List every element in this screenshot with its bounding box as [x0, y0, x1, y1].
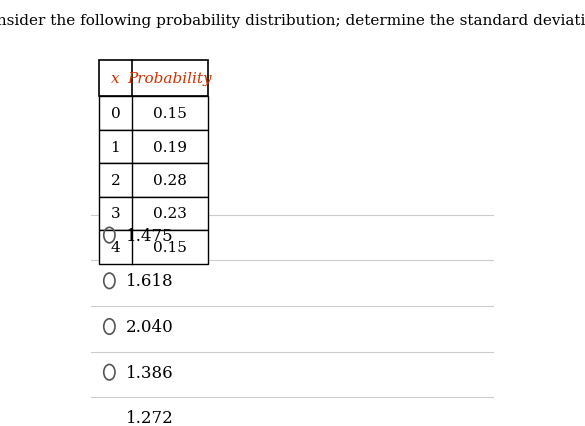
Text: 0.23: 0.23 [153, 207, 187, 221]
Text: Consider the following probability distribution; determine the standard deviatio: Consider the following probability distr… [0, 14, 585, 28]
Bar [99, 230, 208, 264]
Bar [99, 60, 208, 97]
Text: Probability: Probability [128, 72, 212, 86]
Bar [99, 197, 208, 230]
Text: 4: 4 [111, 240, 121, 254]
Text: 1.386: 1.386 [125, 364, 173, 381]
Text: 3: 3 [111, 207, 121, 221]
Text: 1.272: 1.272 [125, 409, 173, 426]
Text: 1: 1 [111, 140, 121, 154]
Text: 2: 2 [111, 173, 121, 187]
Text: 0: 0 [111, 107, 121, 121]
Text: 1.475: 1.475 [125, 227, 173, 244]
Text: x: x [111, 72, 120, 86]
Text: 0.15: 0.15 [153, 107, 187, 121]
Text: 0.28: 0.28 [153, 173, 187, 187]
Text: 1.618: 1.618 [125, 273, 173, 290]
Text: 0.15: 0.15 [153, 240, 187, 254]
Text: 2.040: 2.040 [125, 318, 173, 335]
Bar [99, 97, 208, 130]
Text: 0.19: 0.19 [153, 140, 187, 154]
Bar [99, 130, 208, 164]
Bar [99, 164, 208, 197]
